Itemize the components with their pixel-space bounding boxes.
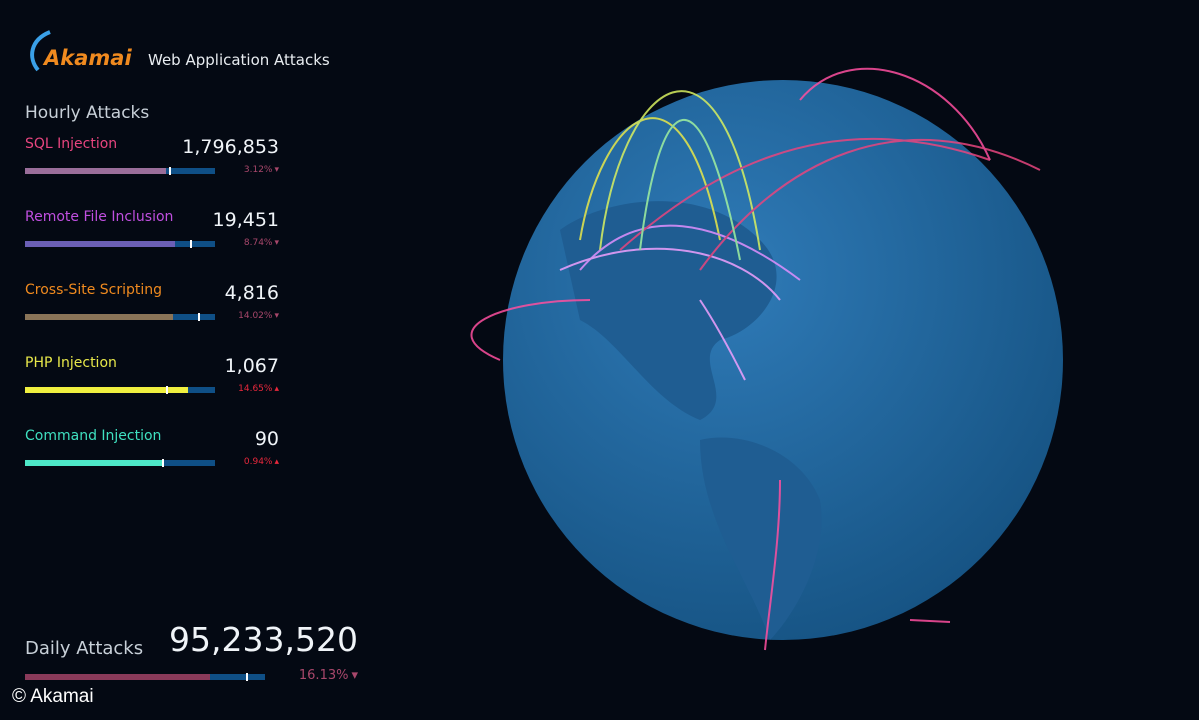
change-value: 14.65% [238,384,273,394]
bar-track [25,459,215,467]
bar-fill [25,241,176,247]
bar-marker [161,459,164,467]
logo: Akamai [44,46,132,70]
copyright: © Akamai [12,686,94,707]
attack-name: Remote File Inclusion [25,209,174,225]
attack-arcs [470,67,1041,651]
change-value: 3.12% [243,165,273,175]
header-title: Web Application Attacks [148,51,330,69]
attack-name: Cross-Site Scripting [25,282,163,298]
change-arrow: ▴ [274,457,279,467]
daily-title: Daily Attacks [25,638,144,659]
change-arrow: ▾ [274,311,279,321]
change-arrow: ▾ [274,238,279,248]
attack-value: 1,796,853 [182,136,279,158]
attack-value: 19,451 [212,209,279,231]
bar-track [25,386,215,394]
change: 14.65% ▴ [238,384,279,394]
bar-marker [165,386,168,394]
bar-track [25,673,265,681]
bar-fill [25,674,210,680]
bar-fill [25,314,174,320]
logo-swoosh [30,30,51,72]
change-value: 14.02% [238,311,273,321]
bar-marker [169,167,172,175]
bar-marker [245,673,248,681]
change: 14.02% ▾ [238,311,279,321]
continent [700,437,822,640]
bar-marker [190,240,193,248]
bar-marker [197,313,200,321]
change-arrow: ▾ [274,165,279,175]
attack-name: Command Injection [25,428,162,444]
bar-track [25,167,215,175]
daily-value: 95,233,520 [169,620,358,659]
bar-fill [25,387,189,393]
bar-fill [25,168,166,174]
change: 16.13% ▾ [299,668,358,683]
change: 8.74% ▾ [244,238,279,248]
attack-value: 90 [254,428,279,450]
attack-value: 1,067 [224,355,279,377]
change-value: 16.13% [298,668,349,683]
change-value: 0.94% [243,457,273,467]
bar-track [25,313,215,321]
bar-fill [25,460,162,466]
change-arrow: ▾ [351,668,358,683]
attack-value: 4,816 [224,282,279,304]
attack-name: SQL Injection [25,136,118,152]
bar-track [25,240,215,248]
change: 3.12% ▾ [244,165,279,175]
section-title: Hourly Attacks [25,103,150,123]
attack-name: PHP Injection [25,355,117,371]
change-value: 8.74% [243,238,273,248]
continent [560,201,777,420]
change: 0.94% ▴ [244,457,279,467]
change-arrow: ▴ [274,384,279,394]
